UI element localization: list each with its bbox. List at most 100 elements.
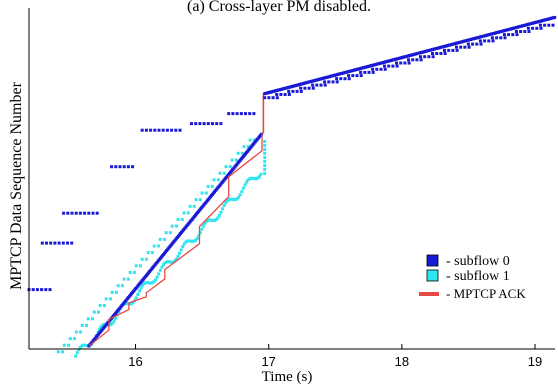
legend-label-subflow1: - subflow 1 xyxy=(446,269,510,284)
subflow1-point xyxy=(179,248,183,252)
subflow0-point xyxy=(327,80,331,84)
subflow1-point xyxy=(233,198,237,202)
subflow1-point xyxy=(216,178,220,182)
subflow0-point xyxy=(403,61,407,65)
subflow1-point xyxy=(74,330,78,334)
subflow1-point xyxy=(192,239,196,243)
subflow0-point xyxy=(335,80,339,84)
subflow0-point xyxy=(31,288,35,292)
subflow0-point xyxy=(507,33,511,37)
subflow1-point xyxy=(225,199,229,203)
subflow1-point xyxy=(174,257,178,261)
subflow0-point xyxy=(427,55,431,59)
subflow1-point xyxy=(209,218,213,222)
subflow1-point xyxy=(248,138,252,142)
subflow1-point xyxy=(263,159,267,163)
subflow0-point xyxy=(383,64,386,68)
subflow0-point xyxy=(95,211,99,215)
subflow1-point xyxy=(155,275,159,279)
subflow1-point xyxy=(126,277,130,281)
subflow0-point xyxy=(407,61,411,65)
subflow0-point xyxy=(283,93,287,96)
subflow1-point xyxy=(254,177,258,181)
subflow1-point xyxy=(205,219,209,223)
subflow1-point xyxy=(102,322,106,326)
subflow0-point xyxy=(161,128,165,132)
subflow1-point xyxy=(234,158,238,162)
subflow1-point xyxy=(218,171,222,175)
subflow0-point xyxy=(190,122,193,126)
subflow1-point xyxy=(98,304,102,307)
subflow1-point xyxy=(141,283,145,287)
subflow1-point xyxy=(263,151,267,155)
subflow0-point xyxy=(279,93,283,96)
subflow0-point xyxy=(451,48,455,52)
subflow0-point xyxy=(531,26,535,30)
subflow0-point xyxy=(553,15,557,19)
subflow0-point xyxy=(395,64,399,68)
subflow0-point xyxy=(523,30,527,33)
subflow1-point xyxy=(229,197,233,201)
subflow0-point xyxy=(131,165,135,169)
subflow1-point xyxy=(263,140,267,143)
subflow1-point xyxy=(109,323,113,326)
subflow0-point xyxy=(526,26,530,30)
subflow1-point xyxy=(78,345,82,349)
subflow1-point xyxy=(154,278,157,282)
subflow1-point xyxy=(230,197,234,201)
subflow1-point xyxy=(192,204,196,208)
subflow0-point xyxy=(153,128,157,132)
subflow1-point xyxy=(80,344,84,348)
y-axis-label: MPTCP Data Sequence Number xyxy=(8,81,25,289)
subflow0-point xyxy=(40,241,44,245)
subflow1-point xyxy=(174,224,178,228)
subflow0-point xyxy=(431,55,435,59)
subflow1-point xyxy=(180,218,184,221)
subflow1-point xyxy=(96,330,100,334)
subflow0-point xyxy=(343,77,347,81)
subflow0-point xyxy=(126,165,130,169)
subflow0-point xyxy=(194,122,198,126)
subflow1-point xyxy=(162,263,165,267)
x-tick-label: 16 xyxy=(128,354,142,369)
subflow1-point xyxy=(237,195,241,199)
subflow0-point xyxy=(514,30,518,33)
subflow1-point xyxy=(134,296,138,300)
subflow1-point xyxy=(224,201,228,205)
subflow1-point xyxy=(208,218,212,222)
subflow0-point xyxy=(495,36,499,40)
subflow0-point xyxy=(48,288,52,292)
subflow0-point xyxy=(219,122,223,126)
subflow0-point xyxy=(44,288,48,292)
subflow0-point xyxy=(439,52,443,55)
subflow1-point xyxy=(206,218,210,222)
subflow0-point xyxy=(478,39,482,43)
subflow1-point xyxy=(163,261,167,265)
subflow0-point xyxy=(355,74,359,78)
subflow1-point xyxy=(190,239,194,243)
subflow1-point xyxy=(176,255,180,259)
subflow0-point xyxy=(467,45,471,49)
subflow0-point xyxy=(91,211,95,215)
subflow1-point xyxy=(186,211,190,215)
subflow1-point xyxy=(194,198,198,202)
plot-area xyxy=(27,15,557,358)
subflow1-point xyxy=(227,198,231,201)
subflow0-point xyxy=(443,48,446,52)
subflow0-point xyxy=(455,45,458,49)
subflow0-point xyxy=(53,241,57,245)
subflow0-point xyxy=(252,112,256,116)
subflow1-point xyxy=(248,177,252,181)
subflow0-point xyxy=(83,211,87,215)
subflow0-point xyxy=(244,112,247,116)
subflow0-point xyxy=(443,52,447,55)
subflow1-point xyxy=(217,213,221,217)
subflow1-point xyxy=(139,286,143,290)
subflow1-point xyxy=(128,270,132,274)
subflow0-point xyxy=(311,83,315,87)
subflow0-point xyxy=(379,67,383,71)
subflow1-point xyxy=(222,203,226,207)
subflow0-point xyxy=(231,112,235,116)
legend-swatch-ack xyxy=(419,292,439,296)
